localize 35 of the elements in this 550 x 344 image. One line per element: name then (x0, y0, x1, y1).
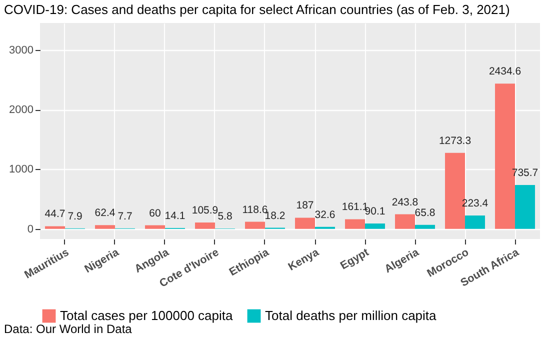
y-tick-label: 1000 (9, 164, 34, 176)
data-label: 243.8 (392, 196, 418, 208)
bar (365, 223, 385, 229)
legend-label: Total cases per 100000 capita (60, 308, 234, 323)
bar (245, 222, 265, 229)
bar (45, 226, 65, 229)
bar (415, 224, 435, 229)
data-label: 187 (296, 200, 314, 212)
bar (195, 222, 215, 229)
data-label: 105.9 (192, 204, 218, 217)
y-tick-label: 3000 (9, 44, 34, 56)
bar (395, 214, 415, 229)
text: Data: Our World in Data (4, 322, 132, 336)
data-label: 62.4 (94, 207, 116, 220)
bar (345, 219, 365, 229)
data-label: 7.9 (68, 210, 82, 222)
y-tick-label: 2000 (9, 104, 34, 116)
bar (95, 225, 115, 229)
data-label: 1273.3 (438, 134, 472, 147)
y-tick-label: 0 (27, 223, 34, 236)
legend-label: Total deaths per million capita (265, 308, 438, 323)
bar (465, 216, 485, 229)
data-label: 32.6 (314, 208, 336, 221)
data-label: 60 (149, 207, 161, 220)
bar (145, 225, 165, 229)
data-label: 5.8 (218, 210, 232, 223)
data-label: 2434.6 (488, 66, 522, 78)
data-label: 65.8 (414, 206, 436, 219)
data-label: 14.1 (164, 210, 186, 222)
chart-title: COVID-19: Cases and deaths per capita for select African countries (as of Feb. 3, 2021) (4, 2, 510, 17)
bar (515, 184, 535, 229)
bar (295, 218, 315, 229)
data-label: 44.7 (44, 208, 66, 220)
data-label: 7.7 (118, 210, 132, 222)
data-label: 118.6 (242, 204, 268, 216)
